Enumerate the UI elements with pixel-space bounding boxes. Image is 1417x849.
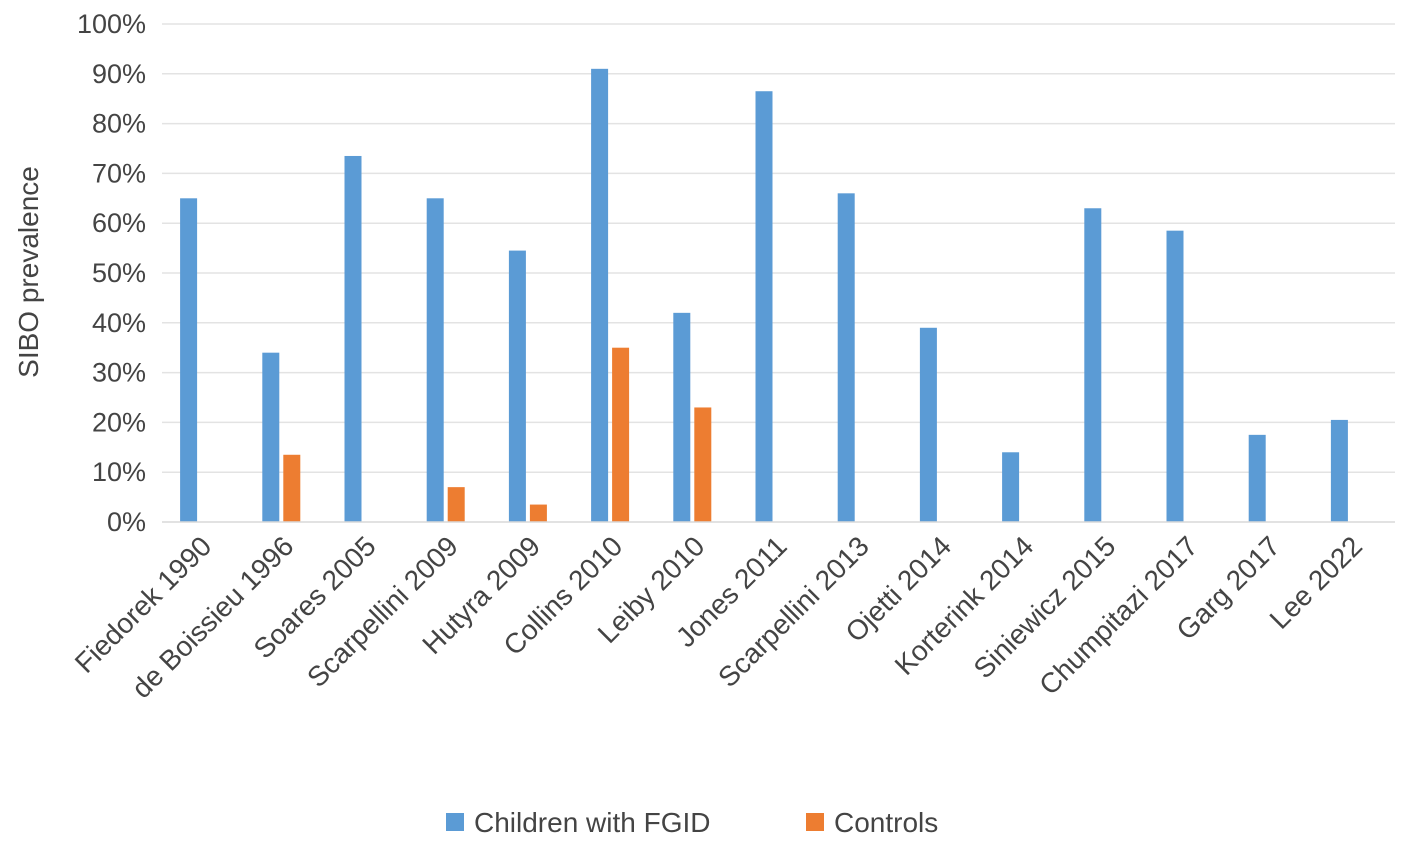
bar-fgid [344, 155, 362, 522]
bar-controls [447, 487, 465, 522]
bar-fgid [508, 250, 526, 522]
y-tick-label: 40% [92, 308, 146, 338]
y-tick-label: 60% [92, 208, 146, 238]
y-axis-ticks: 0% 10% 20% 30% 40% 50% 60% 70% 80% 90% 100% [77, 9, 146, 537]
y-tick-label: 30% [92, 358, 146, 388]
bar-fgid [1166, 230, 1184, 523]
y-tick-label: 100% [77, 9, 146, 39]
y-tick-label: 0% [107, 507, 146, 537]
bars [180, 68, 1348, 523]
bar-fgid [755, 91, 773, 522]
bar-fgid [837, 193, 855, 522]
y-tick-label: 70% [92, 158, 146, 188]
y-tick-label: 20% [92, 407, 146, 437]
x-category-label: Scarpellini 2009 [301, 530, 464, 693]
x-category-label: Scarpellini 2013 [712, 530, 875, 693]
bar-fgid [1248, 434, 1266, 522]
bar-fgid [673, 312, 691, 522]
gridlines [162, 23, 1395, 473]
bar-fgid [426, 198, 444, 523]
bar-fgid [591, 68, 609, 522]
bar-controls [694, 407, 712, 522]
legend: Children with FGID Controls [446, 807, 938, 838]
x-category-label: Siniewicz 2015 [968, 530, 1122, 684]
y-tick-label: 80% [92, 109, 146, 139]
y-tick-label: 10% [92, 457, 146, 487]
legend-swatch-controls [806, 813, 824, 831]
bar-fgid [180, 198, 198, 523]
bar-controls [283, 454, 301, 522]
bar-fgid [1002, 452, 1020, 522]
bar-controls [612, 347, 630, 522]
bar-controls [529, 504, 547, 522]
y-tick-label: 90% [92, 59, 146, 89]
bar-fgid [1330, 419, 1348, 522]
bar-fgid [262, 352, 280, 522]
bar-fgid [919, 327, 937, 522]
bar-fgid [1084, 208, 1102, 522]
legend-label-controls: Controls [834, 807, 938, 838]
y-axis-title: SIBO prevalence [13, 166, 44, 378]
legend-swatch-fgid [446, 813, 464, 831]
legend-label-fgid: Children with FGID [474, 807, 711, 838]
y-tick-label: 50% [92, 258, 146, 288]
